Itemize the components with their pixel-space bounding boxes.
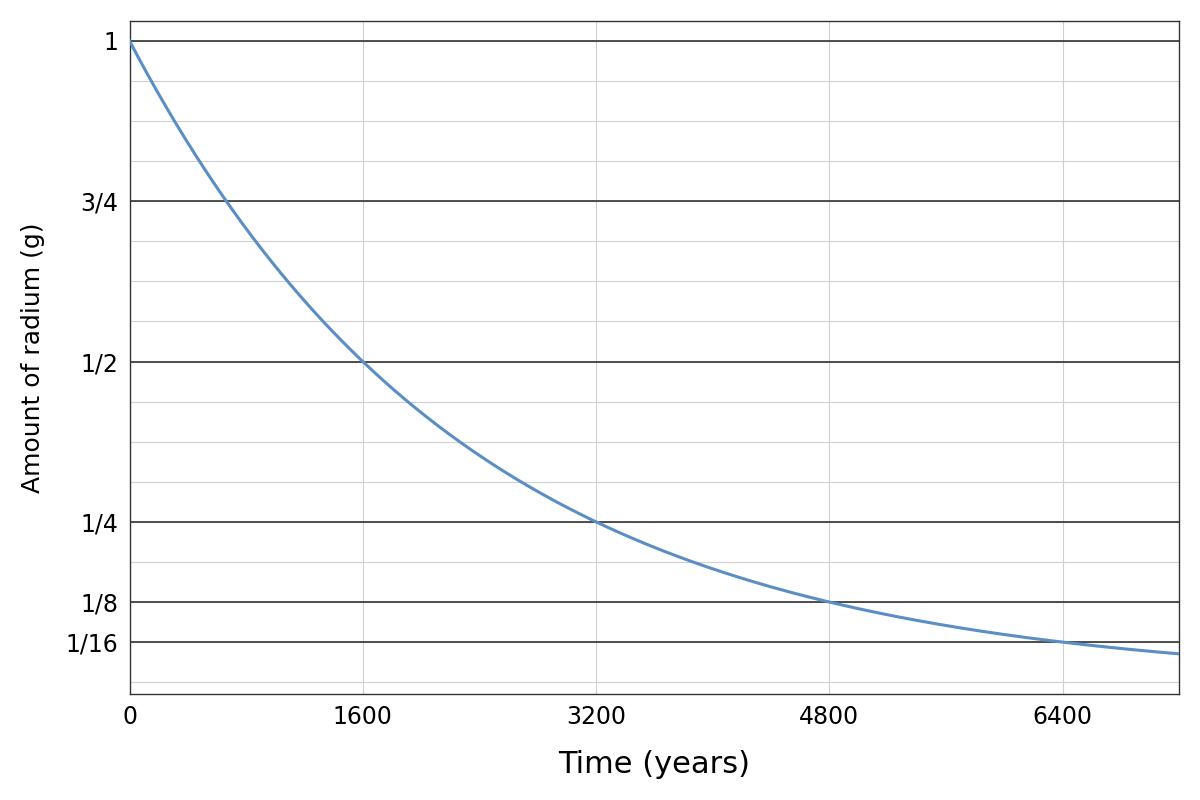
X-axis label: Time (years): Time (years) xyxy=(558,750,750,779)
Y-axis label: Amount of radium (g): Amount of radium (g) xyxy=(20,222,44,493)
